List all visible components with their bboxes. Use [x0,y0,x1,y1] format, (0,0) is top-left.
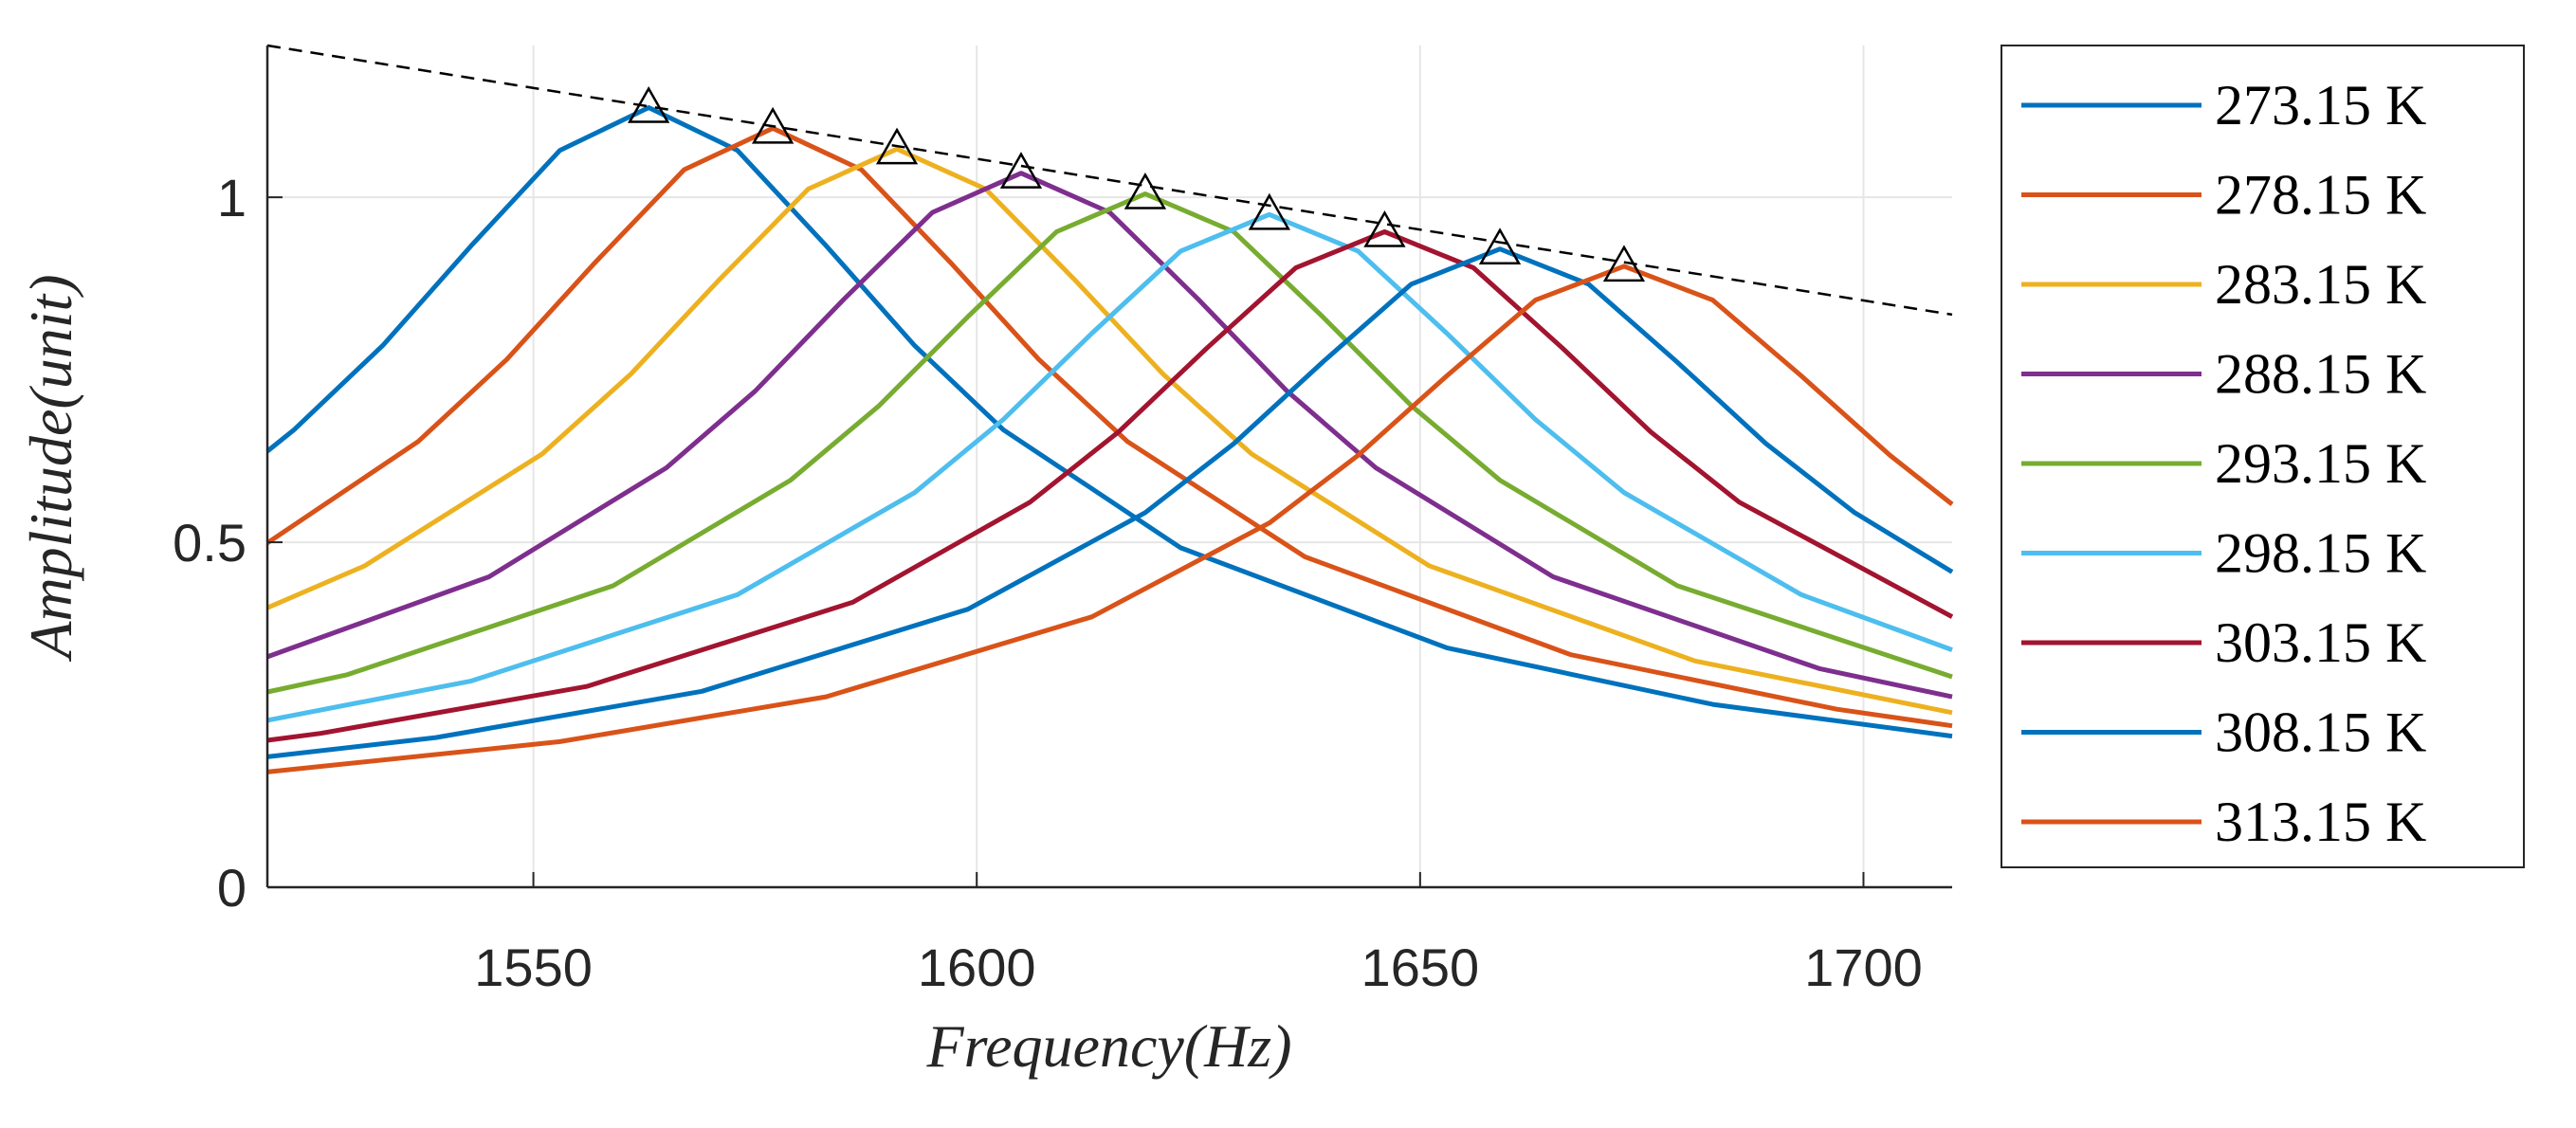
legend-label: 308.15 K [2215,701,2426,764]
y-tick-label: 1 [217,168,247,227]
series-line [266,229,1954,743]
legend-label: 313.15 K [2215,791,2426,853]
x-axis-label: Frequency(Hz) [926,1012,1292,1080]
peak-marker [751,106,795,144]
envelope-line [266,44,1953,317]
x-tick-label: 1600 [918,937,1036,997]
legend-label: 293.15 K [2215,432,2426,495]
series-line [265,105,1953,739]
x-tick-label: 1700 [1804,937,1923,997]
peak-marker [999,152,1043,189]
peak-marker [1478,227,1522,264]
legend-label: 298.15 K [2215,522,2426,585]
series-line [266,146,1953,716]
plot-area [265,44,1954,774]
series-line [266,264,1954,774]
legend-label: 303.15 K [2215,611,2426,674]
x-tick-label: 1550 [474,937,593,997]
y-tick-label: 0 [217,858,247,918]
legend-label: 278.15 K [2215,164,2426,227]
axes: 1550 1600 1650 1700 0 0.5 1 [173,45,1952,997]
series-line [266,211,1953,723]
peak-marker [1248,192,1291,230]
x-tick-label: 1650 [1361,937,1480,997]
peak-marker [628,85,670,123]
legend-label: 288.15 K [2215,343,2426,406]
legend-label: 273.15 K [2215,74,2426,136]
series-line [265,125,1953,729]
grid [267,45,1952,888]
legend-label: 283.15 K [2215,253,2426,316]
peak-marker [1363,210,1406,247]
legend: 273.15 K 278.15 K 283.15 K 288.15 K 293.15 K… [2001,45,2525,868]
series-line [266,246,1954,759]
y-axis-label: Amplitude(unit) [17,274,84,662]
series-line [266,191,1953,695]
y-tick-label: 0.5 [173,513,247,573]
peak-marker [1602,245,1646,282]
series-line [266,171,1953,700]
peak-marker [1124,172,1167,209]
peak-marker [875,127,919,165]
